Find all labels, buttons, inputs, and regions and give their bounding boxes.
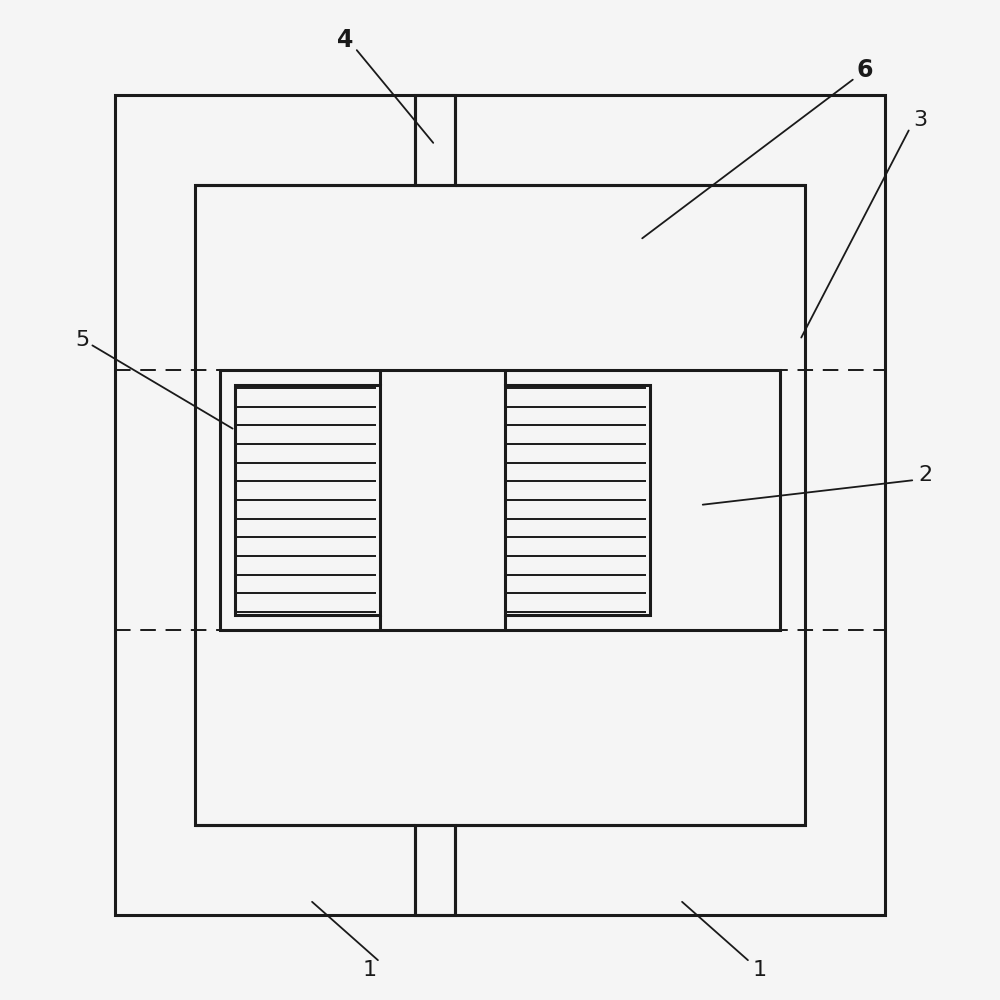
Text: 6: 6 bbox=[857, 58, 873, 82]
Bar bbox=[415, 95, 455, 185]
Text: 3: 3 bbox=[913, 110, 927, 130]
Bar bbox=[220, 370, 780, 630]
Text: 1: 1 bbox=[363, 960, 377, 980]
Bar bbox=[505, 385, 650, 615]
Text: 5: 5 bbox=[75, 330, 89, 350]
Bar bbox=[415, 825, 455, 915]
Bar bbox=[195, 185, 805, 825]
Text: 4: 4 bbox=[337, 28, 353, 52]
Text: 1: 1 bbox=[753, 960, 767, 980]
Text: 2: 2 bbox=[918, 465, 932, 485]
Bar bbox=[235, 385, 380, 615]
Bar bbox=[115, 95, 885, 915]
